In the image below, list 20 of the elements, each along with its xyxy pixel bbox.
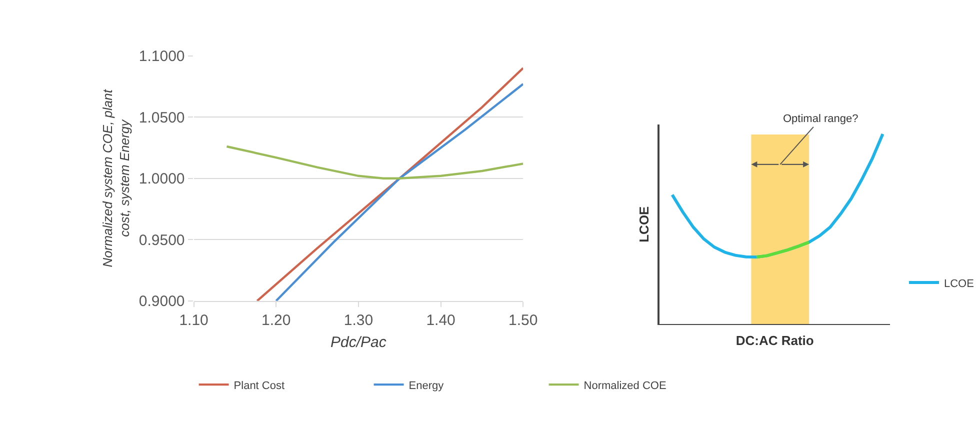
legend-label: Energy [408, 380, 444, 392]
y-tick-label: 0.9000 [138, 293, 185, 310]
legend-label: Normalized COE [584, 380, 666, 392]
y-tick-label: 1.0500 [138, 109, 185, 126]
y-tick-label: 0.9500 [138, 232, 185, 249]
y-tick-label: 1.0000 [138, 170, 185, 188]
x-tick-label: 1.50 [508, 312, 538, 329]
x-tick-label: 1.20 [262, 312, 291, 329]
x-tick-label: 1.40 [426, 312, 456, 329]
x-axis-title: DC:AC Ratio [736, 332, 814, 348]
legend-label: Plant Cost [234, 380, 285, 392]
y-axis-title: LCOE [636, 206, 652, 242]
y-tick-label: 1.1000 [138, 48, 185, 66]
x-tick-label: 1.10 [179, 312, 208, 329]
text: Optimal range? [783, 113, 858, 125]
line-series [226, 145, 524, 180]
x-tick-label: 1.30 [344, 312, 374, 329]
x-axis-title: Pdc/Pac [330, 334, 387, 351]
y-axis-title: Normalized system COE, plant cost, system Energy [100, 88, 132, 268]
legend-label: LCOE [944, 278, 974, 290]
